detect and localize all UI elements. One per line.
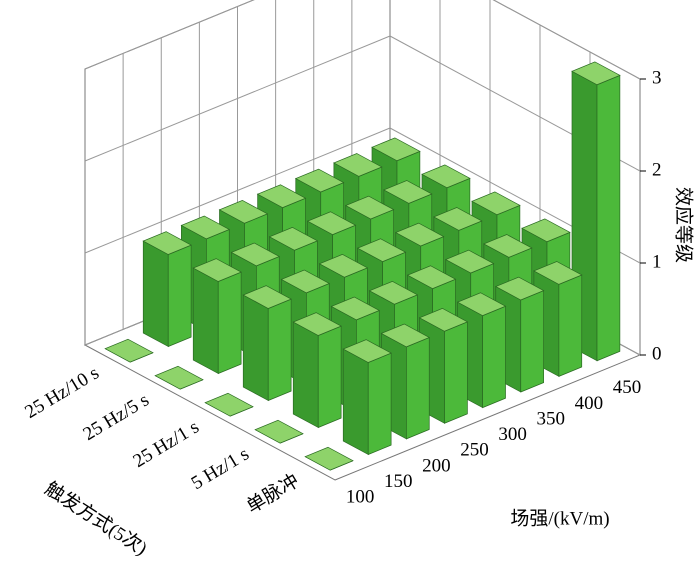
bar-top — [204, 392, 254, 417]
bar-front — [520, 290, 544, 393]
bar-top — [394, 222, 445, 247]
bar-top — [242, 285, 292, 309]
x-tick-label: 150 — [384, 471, 413, 492]
bar-front — [167, 244, 192, 348]
bar-top — [318, 253, 369, 278]
bar-side — [292, 321, 319, 429]
x-tick-label: 200 — [422, 455, 451, 476]
bar — [154, 365, 204, 390]
bar-top — [254, 419, 304, 444]
bar-side — [242, 294, 269, 402]
z-axis-title: 效应等级 — [673, 187, 695, 263]
x-tick-label: 300 — [498, 424, 527, 445]
bar — [304, 446, 354, 471]
grid-line — [84, 127, 391, 254]
bar — [204, 392, 254, 417]
bar-top — [571, 61, 621, 86]
bar-top — [180, 215, 231, 240]
grid-line — [492, 0, 641, 80]
grid-line — [84, 35, 391, 162]
bar-top — [256, 184, 307, 209]
bar-top — [471, 191, 521, 216]
bar-top — [433, 207, 483, 231]
bar-top — [280, 269, 331, 294]
bar-top — [494, 276, 545, 301]
bar — [342, 339, 392, 456]
bar-front — [406, 336, 430, 440]
bar-top — [104, 338, 154, 363]
x-tick-label: 400 — [575, 393, 604, 414]
bar-top — [444, 249, 495, 274]
bar-top — [380, 323, 431, 348]
bar-top — [268, 226, 319, 251]
bar-top — [342, 339, 392, 363]
bar-top — [294, 168, 345, 193]
bar-front — [558, 274, 583, 377]
bar-top — [218, 199, 269, 224]
y-tick-label: 25 Hz/5 s — [80, 390, 153, 446]
bar — [242, 285, 292, 402]
z-tick-label: 1 — [652, 251, 662, 272]
x-axis-title: 场强/(kV/m) — [510, 507, 609, 529]
bar-top — [142, 231, 192, 255]
bar-top — [533, 261, 583, 285]
bar-side — [192, 267, 219, 375]
bar-top — [304, 446, 354, 471]
bar-top — [154, 365, 204, 390]
y-axis-title: 触发方式(5次) — [41, 477, 151, 559]
bar-top — [406, 265, 457, 290]
x-tick-label: 100 — [346, 487, 375, 508]
bar-top — [456, 292, 507, 317]
bar-top — [368, 280, 419, 305]
bar-top — [421, 164, 471, 189]
bar — [104, 338, 154, 363]
bar-front — [217, 271, 242, 375]
bar-top — [230, 242, 281, 267]
bar-side — [342, 348, 369, 456]
bar-front — [482, 305, 506, 409]
bar-front — [317, 325, 342, 429]
bar-top — [333, 153, 383, 177]
bar-top — [192, 258, 242, 282]
z-tick-label: 0 — [652, 343, 662, 364]
z-tick-label: 3 — [652, 67, 662, 88]
bar-top — [306, 211, 357, 236]
bar-top — [330, 296, 381, 321]
x-tick-label: 250 — [460, 440, 489, 461]
bar-top — [371, 137, 421, 162]
bar-top — [521, 218, 571, 243]
bar — [254, 419, 304, 444]
bar — [142, 231, 192, 348]
bar-top — [356, 238, 407, 263]
y-tick-label: 单脉冲 — [243, 470, 303, 518]
grid-line — [84, 0, 255, 70]
bar — [292, 312, 342, 429]
bar-top — [292, 312, 342, 336]
bar-front — [267, 298, 292, 402]
bar — [192, 258, 242, 375]
bar-top — [383, 180, 433, 204]
y-tick-label: 5 Hz/1 s — [188, 444, 253, 495]
bar-front — [367, 352, 392, 456]
bar-top — [344, 195, 395, 220]
y-tick-label: 25 Hz/10 s — [21, 363, 102, 423]
bar-top — [418, 307, 469, 332]
bar-side — [142, 240, 169, 348]
x-tick-label: 350 — [536, 408, 565, 429]
bar-top — [483, 234, 533, 258]
x-tick-label: 450 — [613, 377, 642, 398]
z-tick-label: 2 — [652, 159, 662, 180]
bar-front — [444, 321, 468, 424]
y-tick-label: 25 Hz/1 s — [130, 417, 203, 473]
bar-front — [596, 74, 621, 362]
